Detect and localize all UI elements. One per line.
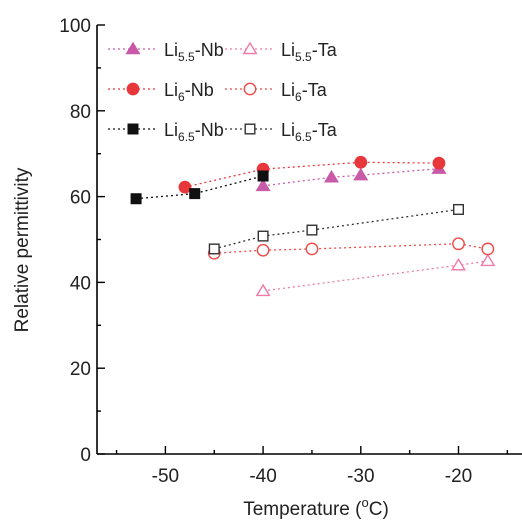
y-tick-label: 80	[70, 102, 91, 123]
data-point	[323, 169, 340, 183]
data-point	[354, 155, 368, 169]
series-line	[214, 243, 488, 254]
legend: Li5.5-Nb Li5.5-Ta Li6-Nb Li6-Ta Li6.5-Nb Li6.…	[108, 40, 338, 144]
legend-label: Li6-Nb	[164, 80, 214, 104]
axes: 0 20 40 60 80 100 -50 -40 -30 -20	[59, 16, 522, 487]
x-tick-label: -20	[445, 466, 472, 487]
data-point	[130, 193, 142, 205]
data-point	[452, 237, 465, 251]
series	[178, 155, 446, 194]
series	[255, 253, 496, 297]
x-tick-label: -40	[249, 466, 276, 487]
series-line	[263, 168, 440, 187]
legend-label: Li5.5-Ta	[281, 40, 338, 64]
series	[130, 170, 269, 205]
series	[207, 237, 495, 260]
legend-label: Li5.5-Nb	[164, 40, 224, 64]
data-point	[255, 178, 271, 192]
legend-item: Li5.5-Nb	[108, 40, 224, 64]
data-point	[256, 243, 270, 257]
series-line	[136, 175, 264, 200]
x-tick-label: -30	[347, 466, 374, 487]
series-line	[263, 260, 488, 292]
data-point	[305, 242, 319, 256]
y-tick-label: 60	[70, 188, 91, 209]
data-point	[450, 257, 467, 271]
legend-item: Li6-Nb	[108, 80, 214, 104]
y-tick-label: 20	[70, 359, 91, 380]
series	[255, 161, 447, 192]
legend-marker	[243, 82, 257, 96]
legend-marker	[125, 41, 141, 55]
x-axis-title: Temperature (oC)	[243, 495, 389, 520]
data-point	[480, 253, 496, 267]
legend-item: Li6.5-Nb	[108, 120, 224, 144]
legend-item: Li6.5-Ta	[225, 120, 338, 144]
y-tick-label: 100	[59, 16, 91, 37]
legend-item: Li5.5-Ta	[225, 40, 338, 64]
series-line	[214, 208, 459, 250]
data-point	[257, 230, 269, 242]
data-point	[257, 170, 269, 182]
series-layer	[130, 155, 496, 297]
legend-label: Li6-Ta	[281, 80, 328, 104]
y-tick-label: 40	[70, 273, 91, 294]
y-axis-title: Relative permittivity	[12, 167, 33, 332]
data-point	[481, 242, 495, 256]
legend-marker	[242, 41, 258, 55]
data-point	[178, 180, 192, 194]
y-tick-label: 0	[80, 445, 91, 466]
data-point	[255, 283, 271, 297]
legend-item: Li6-Ta	[225, 80, 328, 104]
legend-label: Li6.5-Nb	[164, 120, 224, 144]
legend-marker	[126, 82, 140, 96]
legend-marker	[244, 123, 256, 135]
legend-marker	[127, 123, 139, 135]
legend-label: Li6.5-Ta	[281, 120, 338, 144]
x-tick-label: -50	[152, 466, 179, 487]
data-point	[208, 243, 220, 255]
data-point	[353, 167, 369, 181]
data-point	[432, 156, 446, 170]
series-line	[184, 161, 439, 188]
data-point	[452, 203, 464, 215]
data-point	[306, 224, 318, 236]
series	[208, 203, 464, 255]
data-point	[189, 188, 201, 200]
